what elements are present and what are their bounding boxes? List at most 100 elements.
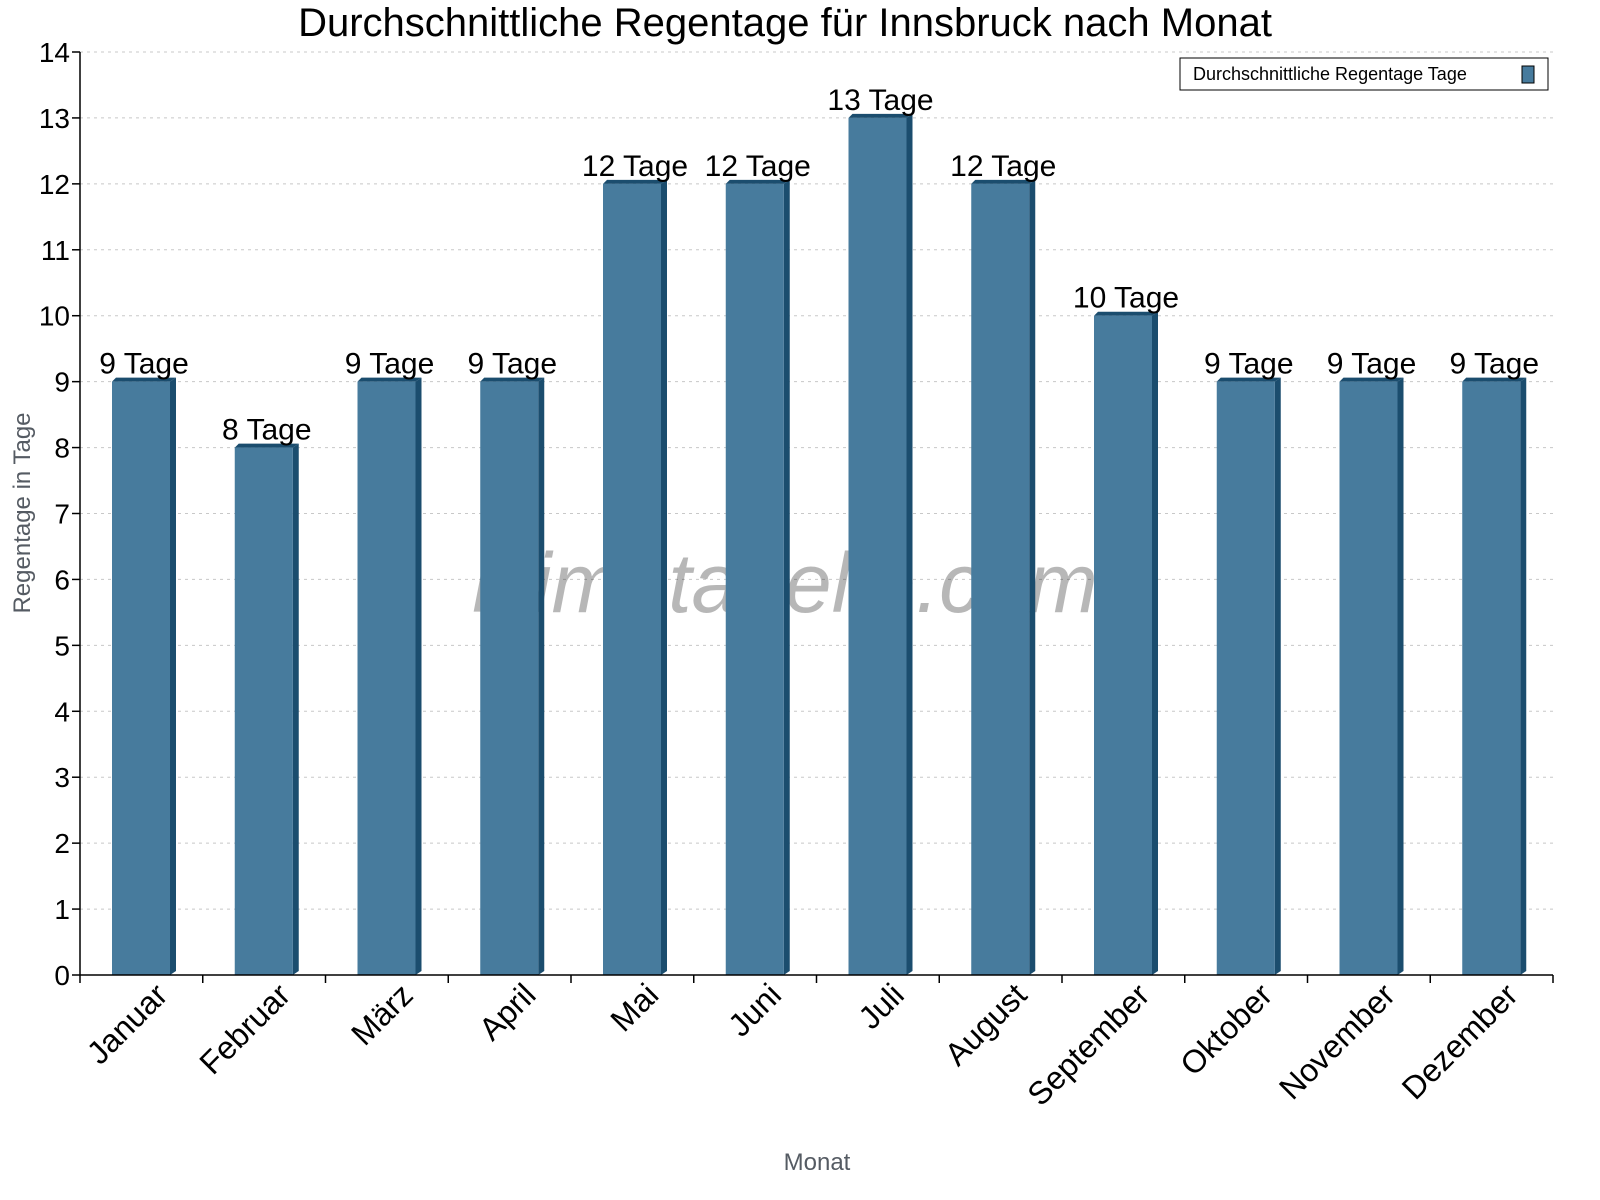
bar-top [357,377,422,382]
data-label: 12 Tage [705,150,811,183]
x-tick-label: Januar [80,976,175,1071]
y-tick-label: 5 [54,630,70,661]
bar-side [783,179,790,975]
bar [1094,315,1152,975]
bar-side [1520,377,1527,976]
bar-top [725,179,790,184]
bar-mai [603,179,667,975]
bar [971,183,1030,975]
y-tick-label: 7 [54,499,70,530]
legend: Durchschnittliche Regentage Tage [1179,57,1549,91]
bar-side [1397,377,1404,976]
data-label: 9 Tage [345,348,435,381]
y-tick-label: 9 [54,367,70,398]
bar-top [1094,311,1158,316]
bar [1216,381,1275,976]
x-tick-label: Dezember [1395,976,1525,1106]
y-axis-label: Regentage in Tage [9,412,36,613]
y-tick-label: 14 [39,37,70,68]
bar-top [603,179,667,184]
bar-top [848,113,913,118]
x-tick-label: November [1272,976,1402,1106]
y-tick-label: 1 [54,894,70,925]
bar-side [415,377,422,976]
x-tick-label: Juli [851,976,910,1035]
gridlines [80,51,1553,910]
y-tick-label: 11 [41,235,70,266]
x-tick-label: April [472,976,543,1047]
legend-label: Durchschnittliche Regentage Tage [1193,64,1467,84]
data-label: 9 Tage [99,348,189,381]
x-tick-label: Juni [721,976,788,1043]
y-tick-label: 8 [54,433,70,464]
x-tick-label: März [344,976,420,1052]
bars [112,113,1527,976]
bar [1339,381,1398,976]
x-tick-label: September [1020,976,1156,1112]
bar [1462,381,1521,976]
bar-top [971,179,1036,184]
bar-februar [234,443,299,976]
data-label: 8 Tage [222,414,312,447]
y-tick-label: 0 [54,960,70,991]
data-label: 12 Tage [582,150,688,183]
data-label: 13 Tage [827,84,933,117]
legend-box [1179,57,1549,91]
bar-juli [848,113,913,975]
bar-side [1029,179,1036,975]
bar-side [170,377,176,976]
bar [603,183,661,975]
bar-märz [357,377,422,976]
y-tick-label: 4 [54,696,70,727]
bar-top [234,443,299,448]
bar-juni [725,179,790,975]
data-label: 9 Tage [467,348,557,381]
data-label: 9 Tage [1327,348,1417,381]
y-tick-label: 13 [39,103,70,134]
bar [112,381,170,976]
bar-side [1274,377,1281,976]
y-tick-label: 3 [54,762,70,793]
x-tick-label: Oktober [1173,976,1279,1082]
bar-januar [112,377,176,976]
data-label: 12 Tage [950,150,1056,183]
x-ticks: Januar Februar März April Mai Juni Juli AugustS… [79,975,1554,1113]
x-tick-label: Mai [603,976,665,1038]
bar-side [661,179,667,975]
bar-top [1462,377,1527,382]
bar [725,183,784,975]
bar-side [292,443,299,976]
bar-side [1152,311,1158,975]
data-label: 9 Tage [1449,348,1539,381]
y-tick-label: 6 [54,564,70,595]
bar [234,447,293,976]
data-labels: 9 Tage 8 Tage 9 Tage 9 Tage 12 Tage 12 Tage 13… [99,84,1539,447]
bar-top [1339,377,1404,382]
bar-side [538,377,545,976]
bar-oktober [1216,377,1281,976]
bar-top [480,377,545,382]
bar [357,381,416,976]
data-label: 10 Tage [1073,282,1179,315]
x-tick-label: August [938,976,1034,1072]
bar-top [112,377,176,382]
bar-top [1216,377,1281,382]
bar [480,381,539,976]
bar-november [1339,377,1404,976]
y-tick-label: 12 [39,169,70,200]
bar-august [971,179,1036,975]
bar-september [1094,311,1158,975]
y-tick-label: 10 [39,301,70,332]
bar [848,117,907,975]
legend-swatch [1521,65,1535,84]
bar-side [906,113,913,975]
x-axis-label: Monat [784,1149,851,1176]
data-label: 9 Tage [1204,348,1294,381]
x-tick-label: Februar [192,976,297,1081]
chart-title: Durchschnittliche Regentage für Innsbruc… [298,1,1272,45]
y-tick-label: 2 [54,828,70,859]
bar-april [480,377,545,976]
bar-dezember [1462,377,1527,976]
